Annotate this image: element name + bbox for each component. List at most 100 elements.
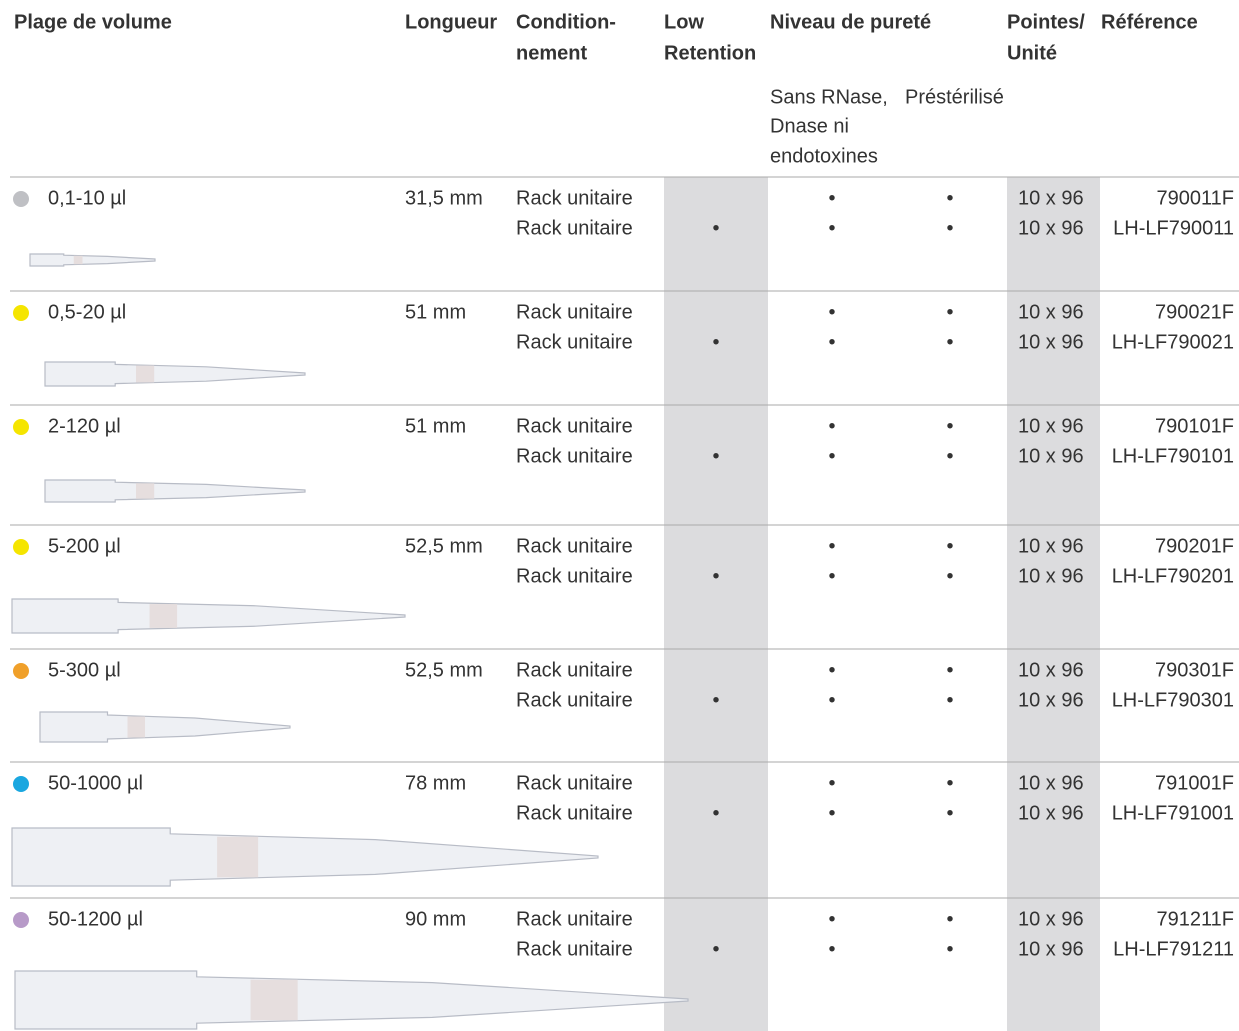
sterile-bullet: • [946, 535, 953, 557]
volume-dot [13, 776, 29, 792]
length: 51 mm [405, 301, 466, 323]
tips: 10 x 96 [1018, 565, 1084, 587]
tips-band [1007, 177, 1100, 1031]
header: Retention [664, 42, 756, 64]
sterile-bullet: • [946, 331, 953, 353]
tip-filter [73, 255, 83, 265]
header: Longueur [405, 11, 497, 33]
low-retention-bullet: • [712, 217, 719, 239]
header: Référence [1101, 11, 1198, 33]
sterile-bullet: • [946, 802, 953, 824]
header: Plage de volume [14, 11, 172, 33]
purity-bullet: • [828, 938, 835, 960]
low-retention-bullet: • [712, 689, 719, 711]
packaging: Rack unitaire [516, 535, 633, 557]
packaging: Rack unitaire [516, 938, 633, 960]
tips: 10 x 96 [1018, 217, 1084, 239]
purity-bullet: • [828, 217, 835, 239]
purity-bullet: • [828, 565, 835, 587]
length: 78 mm [405, 772, 466, 794]
packaging: Rack unitaire [516, 301, 633, 323]
purity-bullet: • [828, 301, 835, 323]
tips: 10 x 96 [1018, 331, 1084, 353]
sterile-bullet: • [946, 689, 953, 711]
reference: LH-LF791001 [1112, 802, 1234, 824]
volume: 2-120 µl [48, 415, 121, 437]
volume: 50-1200 µl [48, 908, 143, 930]
tip-filter [250, 979, 298, 1021]
tip-filter [149, 604, 178, 628]
packaging: Rack unitaire [516, 565, 633, 587]
sterile-bullet: • [946, 415, 953, 437]
packaging: Rack unitaire [516, 187, 633, 209]
reference: 791211F [1157, 908, 1234, 930]
tip-filter [217, 836, 259, 878]
tip-filter [136, 365, 155, 383]
tip-image [29, 253, 156, 267]
header: nement [516, 42, 587, 64]
sterile-bullet: • [946, 445, 953, 467]
volume: 5-300 µl [48, 659, 121, 681]
tips: 10 x 96 [1018, 445, 1084, 467]
length: 31,5 mm [405, 187, 483, 209]
low-retention-band [664, 177, 768, 1031]
header: Condition- [516, 11, 616, 33]
header: Unité [1007, 42, 1057, 64]
tips: 10 x 96 [1018, 415, 1084, 437]
sterile-bullet: • [946, 772, 953, 794]
header: Pointes/ [1007, 11, 1085, 33]
volume: 5-200 µl [48, 535, 121, 557]
tip-image [44, 479, 306, 503]
volume-dot [13, 419, 29, 435]
tip-image [11, 827, 599, 887]
tip-image [39, 711, 291, 743]
reference: 790011F [1157, 187, 1234, 209]
packaging: Rack unitaire [516, 802, 633, 824]
tips: 10 x 96 [1018, 659, 1084, 681]
volume-dot [13, 663, 29, 679]
reference: 790101F [1155, 415, 1234, 437]
purity-bullet: • [828, 772, 835, 794]
volume-dot [13, 191, 29, 207]
tips: 10 x 96 [1018, 301, 1084, 323]
volume: 50-1000 µl [48, 772, 143, 794]
sterile-bullet: • [946, 217, 953, 239]
header: Niveau de pureté [770, 11, 931, 33]
tips: 10 x 96 [1018, 908, 1084, 930]
tips: 10 x 96 [1018, 938, 1084, 960]
purity-bullet: • [828, 659, 835, 681]
reference: LH-LF790011 [1113, 217, 1234, 239]
subheader: Sans RNase, [770, 86, 888, 108]
packaging: Rack unitaire [516, 415, 633, 437]
tip-filter [136, 483, 155, 499]
volume-dot [13, 305, 29, 321]
reference: 790301F [1155, 659, 1234, 681]
length: 52,5 mm [405, 535, 483, 557]
tips: 10 x 96 [1018, 187, 1084, 209]
packaging: Rack unitaire [516, 772, 633, 794]
packaging: Rack unitaire [516, 689, 633, 711]
sterile-bullet: • [946, 659, 953, 681]
tip-image [11, 598, 406, 634]
low-retention-bullet: • [712, 938, 719, 960]
reference: 790201F [1155, 535, 1234, 557]
reference: LH-LF790301 [1112, 689, 1234, 711]
sterile-bullet: • [946, 908, 953, 930]
purity-bullet: • [828, 331, 835, 353]
tips: 10 x 96 [1018, 535, 1084, 557]
tip-filter [127, 716, 145, 738]
sterile-bullet: • [946, 301, 953, 323]
packaging: Rack unitaire [516, 445, 633, 467]
reference: LH-LF790201 [1112, 565, 1234, 587]
sterile-bullet: • [946, 565, 953, 587]
low-retention-bullet: • [712, 331, 719, 353]
packaging: Rack unitaire [516, 331, 633, 353]
low-retention-bullet: • [712, 565, 719, 587]
purity-bullet: • [828, 802, 835, 824]
purity-bullet: • [828, 445, 835, 467]
header: Low [664, 11, 704, 33]
purity-bullet: • [828, 535, 835, 557]
purity-bullet: • [828, 689, 835, 711]
low-retention-bullet: • [712, 445, 719, 467]
